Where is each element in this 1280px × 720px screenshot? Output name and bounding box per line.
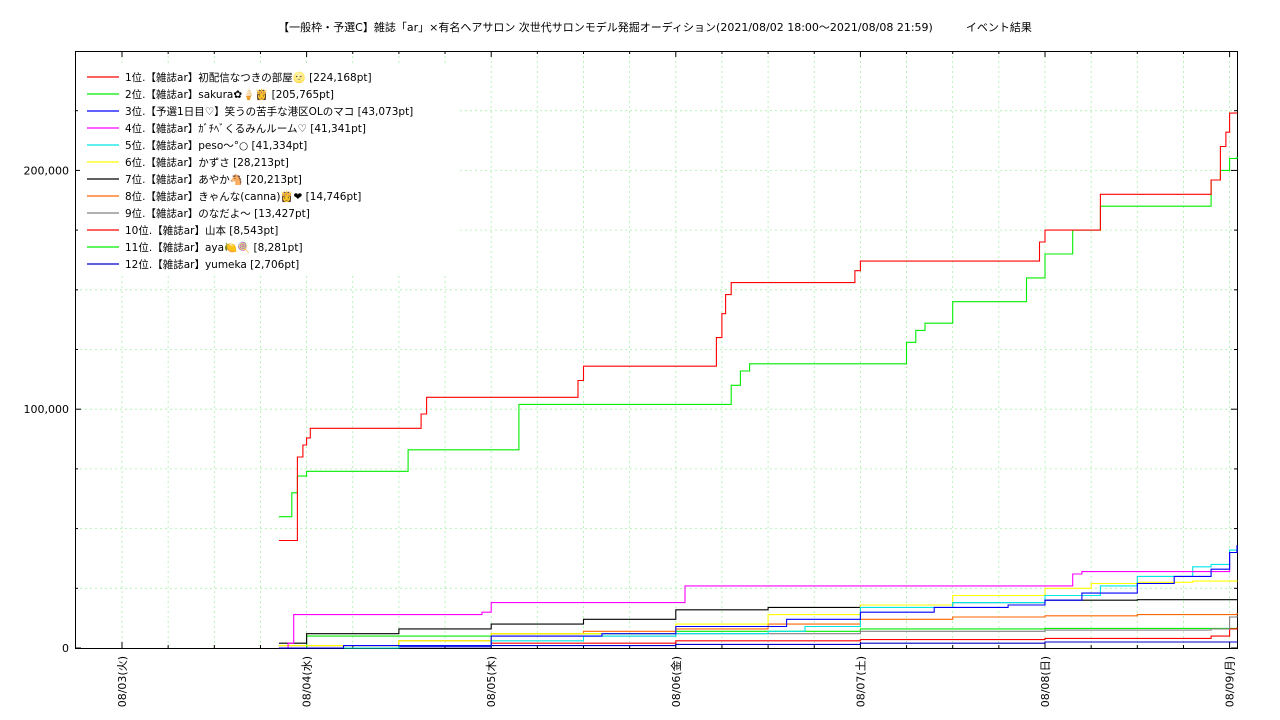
legend-entry: 9位.【雑誌ar】のなだよ〜 [13,427pt] [125, 207, 310, 220]
x-tick-label: 08/08(日) [1039, 656, 1052, 707]
x-tick-label: 08/05(木) [485, 656, 498, 707]
series-lines [278, 112, 1238, 649]
legend-entry: 12位.【雑誌ar】yumeka [2,706pt] [125, 258, 299, 271]
series-line [278, 641, 1238, 649]
legend-entry: 8位.【雑誌ar】きゃんな(canna)👸❤ [14,746pt] [125, 190, 361, 203]
x-tick-label: 08/09(月) [1224, 656, 1237, 707]
series-line [278, 545, 1238, 649]
x-tick-label: 08/04(水) [301, 656, 314, 707]
series-line [278, 599, 1237, 644]
series-line [278, 156, 1238, 518]
legend: 1位.【雑誌ar】初配信なつきの部屋🌝 [224,168pt] 2位.【雑誌ar】… [80, 66, 460, 275]
legend-entry: 6位.【雑誌ar】かずさ [28,213pt] [125, 156, 289, 169]
legend-entry: 5位.【雑誌ar】peso〜°○ [41,334pt] [125, 139, 307, 152]
y-tick-label: 100,000 [24, 403, 70, 416]
x-tick-label: 08/06(金) [669, 656, 683, 707]
chart-title: 【一般枠・予選C】雑誌「ar」×有名ヘアサロン 次世代サロンモデル発掘オーディシ… [278, 21, 1032, 34]
legend-entry: 7位.【雑誌ar】あやか🐴 [20,213pt] [125, 173, 302, 186]
legend-entry: 10位.【雑誌ar】山本 [8,543pt] [125, 224, 278, 237]
series-line [278, 549, 1238, 649]
y-tick-label: 0 [62, 642, 69, 655]
legend-entry: 1位.【雑誌ar】初配信なつきの部屋🌝 [224,168pt] [125, 71, 372, 84]
axis-ticks: 0 100,000 200,000 08/03(火) 08/04(水) 08/05(木) 0… [24, 51, 1237, 707]
legend-entry: 4位.【雑誌ar】ｶﾞﾁﾍﾞくるみんルーム♡ [41,341pt] [125, 122, 366, 135]
series-line [278, 112, 1238, 542]
legend-entry: 11位.【雑誌ar】aya🍋🍭 [8,281pt] [125, 240, 303, 254]
y-tick-label: 200,000 [24, 164, 70, 177]
x-tick-label: 08/03(火) [116, 656, 129, 707]
series-line [278, 549, 1238, 649]
x-tick-label: 08/07(土) [854, 656, 867, 707]
legend-entry: 3位.【予選1日目♡】笑うの苦手な港区OLのマコ [43,073pt] [125, 105, 413, 118]
grid [75, 51, 1237, 648]
legend-box [80, 66, 460, 275]
legend-entry: 2位.【雑誌ar】sakura✿🍦👸 [205,765pt] [125, 88, 334, 101]
